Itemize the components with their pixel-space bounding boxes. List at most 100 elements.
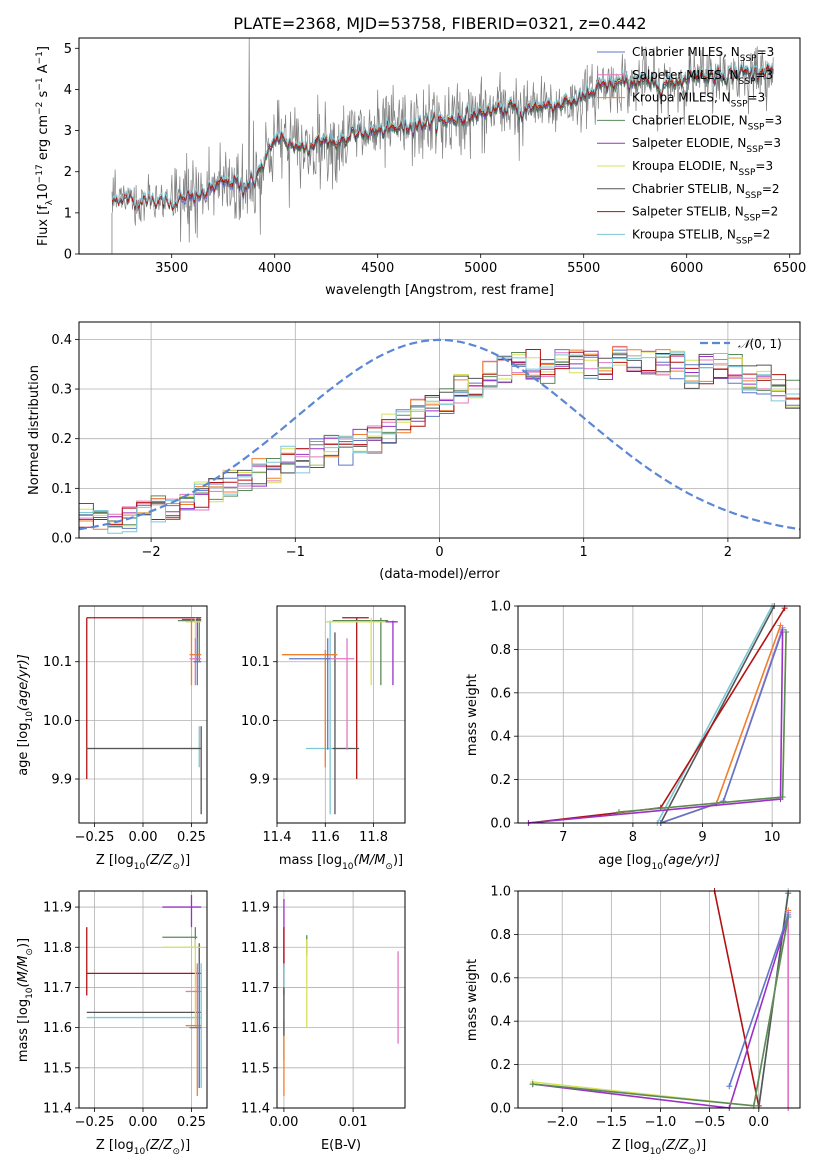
x-tick-label: 6500 [773,261,806,276]
label-fragment: (M/M [16,956,31,988]
x-tick-label: −2.0 [546,1115,578,1130]
y-tick-label: 10.1 [43,655,72,670]
mass-vs-metallicity-panel: −0.25 0.00 0.25 11.4 11.5 11.6 11.7 11.8 11.9 Z [… [16,890,208,1157]
axes-frame [78,890,208,1109]
legend-label: Kroupa MILES, NSSP=3 [632,91,765,110]
weight-marker [529,1081,536,1088]
x-tick-label: −0.25 [75,830,115,845]
label-fragment: 10 [25,711,35,723]
x-tick-label: −1 [286,545,305,560]
y-tick-label: 11.9 [241,901,270,916]
y-tick-label: 0.3 [51,383,72,398]
weight-marker [779,793,786,800]
label-fragment: ⊙ [688,1147,696,1157]
y-tick-label: 0.4 [490,1015,511,1030]
x-tick-label: 3500 [155,261,188,276]
y-tick-label: 4 [64,83,72,98]
x-axis-label: Z [log10(Z/Z⊙)] [96,853,190,872]
label-fragment: ⊙ [172,862,180,872]
label-fragment: Kroupa STELIB, N [632,227,736,241]
legend-label: Kroupa STELIB, NSSP=2 [632,227,770,246]
label-fragment: )] [16,938,31,948]
y-tick-label: 11.4 [241,1102,270,1117]
label-fragment: =2 [762,182,780,196]
plot-area [111,38,774,254]
label-fragment: (M/M [354,853,386,868]
y-tick-label: 0.6 [490,971,511,986]
x-tick-label: 9 [698,830,706,845]
x-tick-label: 0.01 [339,1115,368,1130]
model-spectrum-kroupa-stelib [111,60,774,208]
label-fragment: Z [log [96,853,134,868]
y-tick-label: 1.0 [490,600,511,615]
normal-curve [79,338,800,531]
axes-frame [78,37,801,255]
y-tick-label: 0.4 [51,333,72,348]
x-axis-label: Z [log10(Z/Z⊙)] [96,1138,190,1157]
weight-line [660,627,784,824]
label-fragment: 10 [25,987,35,999]
label-fragment: )] [393,853,403,868]
label-fragment: =3 [748,91,766,105]
label-fragment: Salpeter STELIB, N [632,205,744,219]
y-axis-label: mass weight [465,959,480,1041]
label-fragment: SSP [744,214,761,224]
axes-frame [276,890,406,1109]
plot-area [86,895,202,1096]
plot-area [79,338,800,534]
label-fragment: =3 [757,45,775,59]
histogram-chabrier-elodie [79,352,800,528]
legend: 𝒩(0, 1) [700,337,782,351]
y-tick-label: 0.6 [490,686,511,701]
weight-vs-metallicity-panel: −2.0 −1.5 −1.0 −0.5 0.0 0.0 0.2 0.4 0.6 0.8 1.0 Z [… [465,885,801,1157]
y-tick-label: 0.2 [51,432,72,447]
x-tick-label: 7 [559,830,567,845]
x-tick-label: 8 [629,830,637,845]
histogram-salpeter-miles [79,345,800,519]
legend-label: Salpeter ELODIE, NSSP=3 [632,136,781,155]
age-vs-metallicity-panel: −0.25 0.00 0.259.910.010.1Z [log10(Z/Z⊙)]a… [16,605,208,872]
y-tick-label: 11.9 [43,901,72,916]
mass-vs-ebv-panel: 0.00 0.01 11.4 11.5 11.6 11.7 11.8 11.9 E(B-V) [241,890,406,1153]
label-fragment: SSP [731,100,748,110]
plot-area [86,617,202,815]
label-fragment: Chabrier ELODIE, N [632,113,748,127]
y-axis-label: mass [log10(M/M⊙)] [16,938,35,1062]
label-fragment: 10 [342,862,354,872]
x-tick-label: 0.0 [748,1115,769,1130]
y-tick-label: 9.9 [51,773,72,788]
y-tick-label: 10.0 [43,714,72,729]
label-fragment: −2 [35,102,45,115]
x-tick-label: 0.00 [269,1115,298,1130]
label-fragment: λ [45,199,55,205]
label-fragment: age [log [598,853,651,868]
y-tick-label: 11.6 [43,1021,72,1036]
x-tick-label: 4500 [361,261,394,276]
plot-area [525,603,790,826]
label-fragment: Kroupa MILES, N [632,91,731,105]
y-tick-label: 9.9 [249,773,270,788]
x-tick-label: 0.25 [177,1115,206,1130]
label-fragment: SSP [740,54,757,64]
legend-label: Chabrier MILES, NSSP=3 [632,45,774,64]
legend-label: Salpeter MILES, NSSP=3 [632,68,773,87]
x-tick-label: 1 [580,545,588,560]
y-tick-label: 10.0 [241,714,270,729]
label-fragment: =2 [761,205,779,219]
weight-line [656,605,773,824]
label-fragment: (Z/Z [661,1138,689,1153]
legend-label: Chabrier ELODIE, NSSP=3 [632,113,782,132]
label-fragment: =3 [755,68,773,82]
y-tick-label: 11.8 [43,941,72,956]
axes-frame [78,321,801,539]
y-tick-label: 3 [64,124,72,139]
y-tick-label: 11.6 [241,1021,270,1036]
legend-label: Kroupa ELODIE, NSSP=3 [632,159,773,178]
label-fragment: )] [696,1138,706,1153]
x-tick-label: 11.6 [311,830,340,845]
y-tick-label: 0.8 [490,928,511,943]
label-fragment: (age/yr)] [663,853,720,868]
model-spectrum-chabrier-elodie [253,67,774,190]
